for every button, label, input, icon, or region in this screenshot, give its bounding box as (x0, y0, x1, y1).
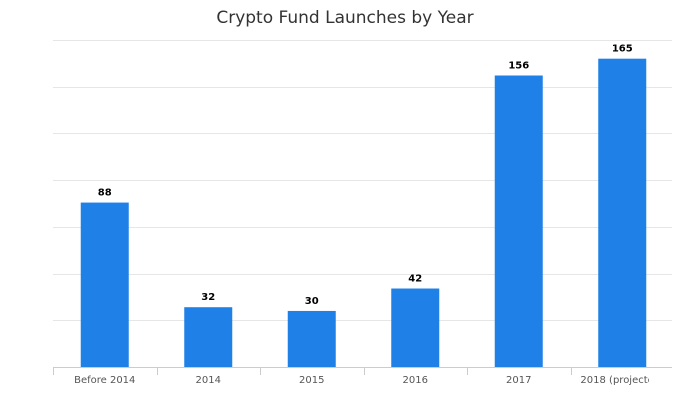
x-tick-label: 2016 (403, 375, 428, 386)
bar (80, 202, 129, 367)
x-axis: Before 2014 2014 2015 2016 2017 2018 (project… (53, 367, 672, 386)
gridlines (53, 40, 672, 321)
x-tick-label: 2017 (506, 375, 531, 386)
data-label: 88 (98, 188, 112, 199)
bar (598, 58, 647, 367)
bars (80, 58, 647, 367)
data-label: 156 (508, 61, 529, 72)
bar (287, 310, 336, 367)
data-label: 30 (305, 296, 319, 307)
data-label: 42 (408, 274, 422, 285)
x-tick-label: 2018 (projected) (580, 375, 664, 386)
bar (391, 288, 440, 367)
x-tick-labels: Before 2014 2014 2015 2016 2017 2018 (project… (74, 375, 664, 386)
chart-title: Crypto Fund Launches by Year (216, 8, 473, 28)
data-labels: 88 32 30 42 156 165 (98, 44, 633, 307)
bar (494, 75, 543, 367)
x-tick-label: Before 2014 (74, 375, 135, 386)
bar (184, 307, 233, 367)
x-tick-label: 2014 (196, 375, 221, 386)
data-label: 32 (201, 292, 215, 303)
data-label: 165 (612, 44, 633, 55)
x-tick-label: 2015 (299, 375, 324, 386)
